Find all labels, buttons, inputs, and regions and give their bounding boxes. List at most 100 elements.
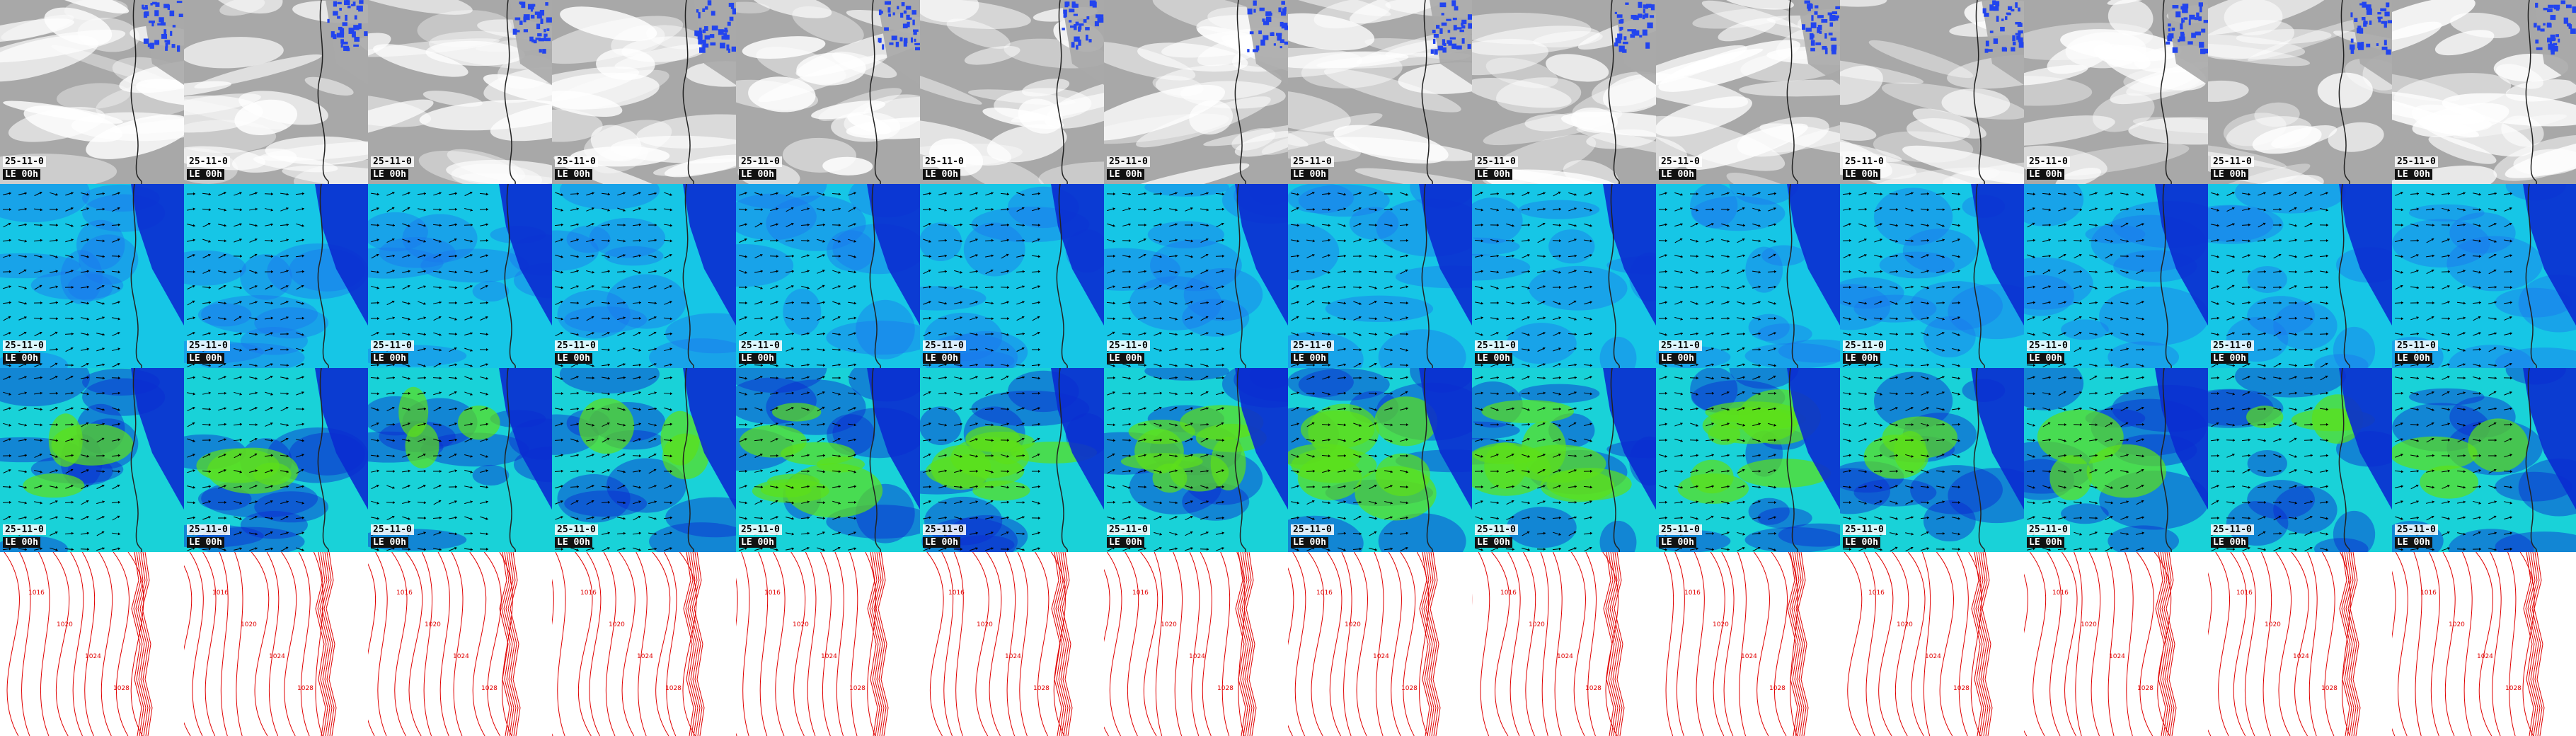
pressure-map-image: 1016 1020 1024 1028 [736,552,920,736]
wind-high-map-frame: 25-11-0 LE 00h [2208,368,2392,552]
wind-high-map-image [552,368,736,552]
frame-time-label: LE 00h [1291,353,1328,364]
cloud-map-frame: 25-11-0 LE 00h [0,0,184,184]
wind-high-map-frame: 25-11-0 LE 00h [2024,368,2208,552]
svg-text:1016: 1016 [1132,590,1149,597]
svg-text:1024: 1024 [1005,653,1021,660]
svg-text:1016: 1016 [2236,590,2253,597]
wind-low-map-frame: 25-11-0 LE 00h [920,184,1104,368]
wind-high-map-frame: 25-11-0 LE 00h [1288,368,1472,552]
frame-date-label: 25-11-0 [371,156,414,167]
pressure-map-image: 1016 1020 1024 1028 [368,552,552,736]
svg-text:1028: 1028 [113,685,130,692]
wind-low-map-image [736,184,920,368]
pressure-map-frame: 1016 1020 1024 1028 [1840,552,2024,736]
wind-low-map-image [184,184,368,368]
frame-date-label: 25-11-0 [3,524,46,535]
wind-high-map-image [184,368,368,552]
frame-date-label: 25-11-0 [1475,524,1518,535]
wind-high-map-frame: 25-11-0 LE 00h [1656,368,1840,552]
wind-high-map-frame: 25-11-0 LE 00h [1840,368,2024,552]
frame-time-label: LE 00h [739,169,776,180]
frame-date-label: 25-11-0 [2027,156,2070,167]
svg-text:1024: 1024 [85,653,101,660]
svg-text:1020: 1020 [2081,621,2097,628]
svg-text:1020: 1020 [2265,621,2281,628]
frame-time-label: LE 00h [1475,353,1512,364]
cloud-map-image [1472,0,1656,184]
svg-text:1028: 1028 [1217,685,1234,692]
frame-date-label: 25-11-0 [1475,156,1518,167]
cloud-map-frame: 25-11-0 LE 00h [1656,0,1840,184]
svg-text:1016: 1016 [764,590,781,597]
frame-date-label: 25-11-0 [1291,340,1334,351]
frame-date-label: 25-11-0 [555,524,598,535]
frame-time-label: LE 00h [1107,537,1144,548]
cloud-map-frame: 25-11-0 LE 00h [2208,0,2392,184]
svg-text:1016: 1016 [1316,590,1333,597]
cloud-map-frame: 25-11-0 LE 00h [368,0,552,184]
frame-time-label: LE 00h [2395,169,2432,180]
frame-date-label: 25-11-0 [739,340,782,351]
frame-date-label: 25-11-0 [1659,156,1702,167]
pressure-map-image: 1016 1020 1024 1028 [0,552,184,736]
frame-time-label: LE 00h [1107,353,1144,364]
frame-time-label: LE 00h [3,169,40,180]
wind-high-map-frame: 25-11-0 LE 00h [0,368,184,552]
svg-text:1028: 1028 [2321,685,2338,692]
wind-high-map-image [1288,368,1472,552]
frame-time-label: LE 00h [371,353,408,364]
frame-time-label: LE 00h [1843,169,1880,180]
svg-text:1020: 1020 [1529,621,1545,628]
frame-date-label: 25-11-0 [923,340,966,351]
frame-date-label: 25-11-0 [739,524,782,535]
pressure-map-frame: 1016 1020 1024 1028 [1472,552,1656,736]
cloud-map-image [920,0,1104,184]
frame-time-label: LE 00h [2027,169,2064,180]
frame-time-label: LE 00h [2395,353,2432,364]
svg-text:1020: 1020 [1713,621,1729,628]
frame-time-label: LE 00h [2211,537,2248,548]
frame-date-label: 25-11-0 [1843,156,1886,167]
svg-text:1024: 1024 [637,653,653,660]
frame-time-label: LE 00h [555,169,592,180]
svg-text:1028: 1028 [297,685,314,692]
frame-date-label: 25-11-0 [2395,156,2438,167]
pressure-map-image: 1016 1020 1024 1028 [920,552,1104,736]
frame-time-label: LE 00h [2395,537,2432,548]
pressure-map-frame: 1016 1020 1024 1028 [1104,552,1288,736]
frame-date-label: 25-11-0 [1291,524,1334,535]
frame-date-label: 25-11-0 [923,156,966,167]
svg-text:1016: 1016 [1684,590,1701,597]
wind-high-map-image [0,368,184,552]
wind-low-map-frame: 25-11-0 LE 00h [1656,184,1840,368]
pressure-map-frame: 1016 1020 1024 1028 [368,552,552,736]
frame-date-label: 25-11-0 [2027,340,2070,351]
pressure-map-image: 1016 1020 1024 1028 [184,552,368,736]
svg-text:1020: 1020 [1161,621,1177,628]
frame-date-label: 25-11-0 [1659,524,1702,535]
svg-text:1016: 1016 [2052,590,2069,597]
wind-high-map-frame: 25-11-0 LE 00h [1104,368,1288,552]
frame-time-label: LE 00h [2027,537,2064,548]
wind-low-map-image [1840,184,2024,368]
frame-date-label: 25-11-0 [3,340,46,351]
wind-low-map-frame: 25-11-0 LE 00h [2208,184,2392,368]
svg-text:1024: 1024 [2293,653,2309,660]
frame-date-label: 25-11-0 [1291,156,1334,167]
svg-text:1016: 1016 [396,590,413,597]
wind-low-map-frame: 25-11-0 LE 00h [736,184,920,368]
wind-high-map-frame: 25-11-0 LE 00h [184,368,368,552]
svg-text:1016: 1016 [1500,590,1517,597]
wind-low-map-image [0,184,184,368]
frame-time-label: LE 00h [371,537,408,548]
wind-high-map-image [1840,368,2024,552]
svg-text:1016: 1016 [1868,590,1885,597]
wind-high-map-image [1656,368,1840,552]
wind-high-map-image [368,368,552,552]
wind-low-map-frame: 25-11-0 LE 00h [1288,184,1472,368]
frame-time-label: LE 00h [1291,537,1328,548]
frame-time-label: LE 00h [739,537,776,548]
svg-text:1016: 1016 [580,590,597,597]
